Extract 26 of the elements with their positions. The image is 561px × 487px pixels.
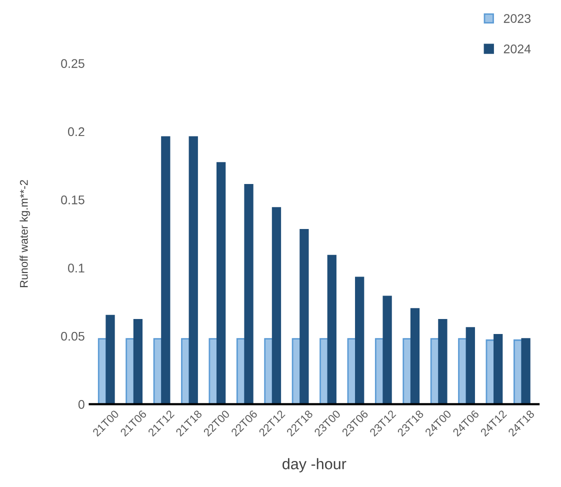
legend-label: 2023 <box>504 14 531 23</box>
bar <box>106 314 115 404</box>
bar <box>466 327 475 404</box>
bar <box>244 184 254 404</box>
x-axis-title: day -hour <box>282 458 346 472</box>
y-tick-label: 0.05 <box>61 332 84 341</box>
bar <box>272 207 282 404</box>
bar <box>410 308 420 404</box>
bar <box>161 136 170 404</box>
bar <box>300 228 309 404</box>
y-axis-title: Runoff water kg.m**-2 <box>20 180 30 288</box>
y-tick-label: 0.2 <box>68 127 84 136</box>
y-tick-label: 0 <box>78 400 84 409</box>
bar <box>521 338 530 404</box>
bar <box>382 296 392 404</box>
bar <box>133 318 143 404</box>
bar <box>355 276 364 404</box>
bar <box>494 334 503 404</box>
legend-label: 2024 <box>504 44 531 54</box>
y-tick-label: 0.25 <box>61 59 84 68</box>
bar <box>188 136 198 404</box>
bar <box>216 162 226 404</box>
y-tick-label: 0.15 <box>61 195 84 204</box>
bar <box>327 254 336 404</box>
bar <box>438 318 448 404</box>
y-tick-label: 0.1 <box>68 264 84 272</box>
